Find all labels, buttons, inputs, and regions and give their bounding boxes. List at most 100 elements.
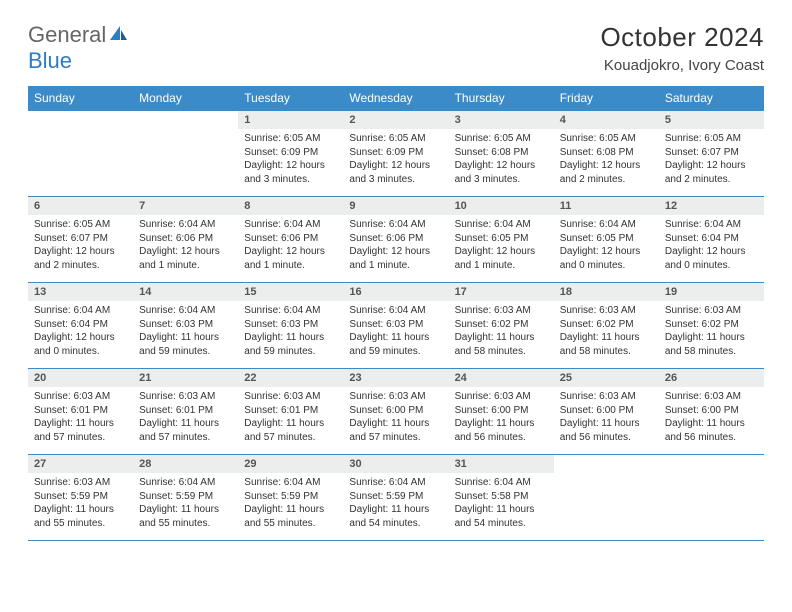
day-number-cell: 11: [554, 197, 659, 216]
weekday-header-row: Sunday Monday Tuesday Wednesday Thursday…: [28, 86, 764, 111]
sunrise-text: Sunrise: 6:04 AM: [34, 304, 127, 318]
sunrise-text: Sunrise: 6:05 AM: [560, 132, 653, 146]
day-number-cell: 27: [28, 455, 133, 474]
day-info-cell: Sunrise: 6:04 AMSunset: 5:59 PMDaylight:…: [238, 473, 343, 541]
day-number-cell: 5: [659, 111, 764, 130]
sunset-text: Sunset: 6:02 PM: [455, 318, 548, 332]
sunset-text: Sunset: 6:00 PM: [665, 404, 758, 418]
day-info-cell: Sunrise: 6:04 AMSunset: 5:59 PMDaylight:…: [133, 473, 238, 541]
day-info-row: Sunrise: 6:03 AMSunset: 5:59 PMDaylight:…: [28, 473, 764, 541]
sunrise-text: Sunrise: 6:03 AM: [455, 390, 548, 404]
day-info-cell: Sunrise: 6:03 AMSunset: 6:01 PMDaylight:…: [238, 387, 343, 455]
sunset-text: Sunset: 6:01 PM: [34, 404, 127, 418]
day-number-cell: [659, 455, 764, 474]
sunrise-text: Sunrise: 6:03 AM: [139, 390, 232, 404]
day-info-row: Sunrise: 6:04 AMSunset: 6:04 PMDaylight:…: [28, 301, 764, 369]
day-number-row: 2728293031: [28, 455, 764, 474]
logo: General: [28, 22, 128, 48]
sunrise-text: Sunrise: 6:05 AM: [455, 132, 548, 146]
sunrise-text: Sunrise: 6:03 AM: [665, 304, 758, 318]
sunset-text: Sunset: 6:06 PM: [139, 232, 232, 246]
sunset-text: Sunset: 6:09 PM: [349, 146, 442, 160]
sunrise-text: Sunrise: 6:04 AM: [349, 218, 442, 232]
sunset-text: Sunset: 6:00 PM: [349, 404, 442, 418]
page-header: General October 2024 Kouadjokro, Ivory C…: [28, 22, 764, 74]
sunrise-text: Sunrise: 6:03 AM: [665, 390, 758, 404]
weekday-header: Thursday: [449, 86, 554, 111]
sunset-text: Sunset: 6:05 PM: [560, 232, 653, 246]
weekday-header: Tuesday: [238, 86, 343, 111]
day-number-cell: 3: [449, 111, 554, 130]
day-number-cell: 12: [659, 197, 764, 216]
day-number-cell: 4: [554, 111, 659, 130]
sunrise-text: Sunrise: 6:05 AM: [244, 132, 337, 146]
day-info-cell: [659, 473, 764, 541]
daylight-text: Daylight: 12 hours and 1 minute.: [349, 245, 442, 272]
sunset-text: Sunset: 6:05 PM: [455, 232, 548, 246]
sunset-text: Sunset: 6:01 PM: [244, 404, 337, 418]
sunset-text: Sunset: 6:08 PM: [455, 146, 548, 160]
day-info-cell: Sunrise: 6:04 AMSunset: 6:05 PMDaylight:…: [554, 215, 659, 283]
day-number-cell: 9: [343, 197, 448, 216]
day-number-cell: [554, 455, 659, 474]
sunset-text: Sunset: 6:03 PM: [139, 318, 232, 332]
day-number-row: 6789101112: [28, 197, 764, 216]
daylight-text: Daylight: 12 hours and 2 minutes.: [665, 159, 758, 186]
sunset-text: Sunset: 6:01 PM: [139, 404, 232, 418]
daylight-text: Daylight: 11 hours and 57 minutes.: [244, 417, 337, 444]
logo-text-general: General: [28, 22, 106, 48]
sunset-text: Sunset: 6:08 PM: [560, 146, 653, 160]
day-number-cell: 23: [343, 369, 448, 388]
sunrise-text: Sunrise: 6:04 AM: [560, 218, 653, 232]
sunrise-text: Sunrise: 6:03 AM: [34, 476, 127, 490]
daylight-text: Daylight: 12 hours and 3 minutes.: [349, 159, 442, 186]
sunrise-text: Sunrise: 6:03 AM: [34, 390, 127, 404]
sunrise-text: Sunrise: 6:04 AM: [244, 304, 337, 318]
logo-sail-icon: [108, 22, 128, 40]
day-info-cell: Sunrise: 6:03 AMSunset: 6:02 PMDaylight:…: [554, 301, 659, 369]
day-info-cell: Sunrise: 6:04 AMSunset: 6:06 PMDaylight:…: [133, 215, 238, 283]
sunset-text: Sunset: 6:07 PM: [665, 146, 758, 160]
day-info-cell: Sunrise: 6:03 AMSunset: 6:02 PMDaylight:…: [659, 301, 764, 369]
sunrise-text: Sunrise: 6:04 AM: [244, 476, 337, 490]
day-info-cell: Sunrise: 6:04 AMSunset: 6:06 PMDaylight:…: [238, 215, 343, 283]
day-number-cell: 14: [133, 283, 238, 302]
sunset-text: Sunset: 6:03 PM: [244, 318, 337, 332]
daylight-text: Daylight: 12 hours and 1 minute.: [139, 245, 232, 272]
daylight-text: Daylight: 11 hours and 58 minutes.: [665, 331, 758, 358]
day-number-row: 13141516171819: [28, 283, 764, 302]
daylight-text: Daylight: 12 hours and 0 minutes.: [560, 245, 653, 272]
location-subtitle: Kouadjokro, Ivory Coast: [600, 57, 764, 74]
day-info-cell: Sunrise: 6:05 AMSunset: 6:09 PMDaylight:…: [238, 129, 343, 197]
day-number-cell: 17: [449, 283, 554, 302]
day-info-cell: Sunrise: 6:04 AMSunset: 6:04 PMDaylight:…: [659, 215, 764, 283]
day-number-cell: 19: [659, 283, 764, 302]
day-info-cell: Sunrise: 6:03 AMSunset: 5:59 PMDaylight:…: [28, 473, 133, 541]
daylight-text: Daylight: 11 hours and 57 minutes.: [139, 417, 232, 444]
day-info-cell: Sunrise: 6:04 AMSunset: 6:06 PMDaylight:…: [343, 215, 448, 283]
day-info-cell: Sunrise: 6:03 AMSunset: 6:01 PMDaylight:…: [133, 387, 238, 455]
day-info-cell: Sunrise: 6:04 AMSunset: 6:03 PMDaylight:…: [238, 301, 343, 369]
sunset-text: Sunset: 6:00 PM: [455, 404, 548, 418]
daylight-text: Daylight: 11 hours and 59 minutes.: [139, 331, 232, 358]
sunrise-text: Sunrise: 6:04 AM: [244, 218, 337, 232]
day-number-cell: 6: [28, 197, 133, 216]
sunrise-text: Sunrise: 6:03 AM: [455, 304, 548, 318]
daylight-text: Daylight: 11 hours and 58 minutes.: [455, 331, 548, 358]
sunset-text: Sunset: 6:02 PM: [665, 318, 758, 332]
sunrise-text: Sunrise: 6:05 AM: [349, 132, 442, 146]
weekday-header: Friday: [554, 86, 659, 111]
sunset-text: Sunset: 6:06 PM: [349, 232, 442, 246]
day-info-cell: Sunrise: 6:04 AMSunset: 6:04 PMDaylight:…: [28, 301, 133, 369]
day-info-row: Sunrise: 6:03 AMSunset: 6:01 PMDaylight:…: [28, 387, 764, 455]
daylight-text: Daylight: 12 hours and 1 minute.: [244, 245, 337, 272]
day-number-cell: 13: [28, 283, 133, 302]
day-info-cell: Sunrise: 6:05 AMSunset: 6:07 PMDaylight:…: [28, 215, 133, 283]
daylight-text: Daylight: 11 hours and 59 minutes.: [349, 331, 442, 358]
sunrise-text: Sunrise: 6:03 AM: [349, 390, 442, 404]
day-info-cell: Sunrise: 6:03 AMSunset: 6:00 PMDaylight:…: [554, 387, 659, 455]
sunset-text: Sunset: 6:07 PM: [34, 232, 127, 246]
calendar-table: Sunday Monday Tuesday Wednesday Thursday…: [28, 86, 764, 541]
day-number-cell: 8: [238, 197, 343, 216]
calendar-page: General October 2024 Kouadjokro, Ivory C…: [0, 0, 792, 563]
